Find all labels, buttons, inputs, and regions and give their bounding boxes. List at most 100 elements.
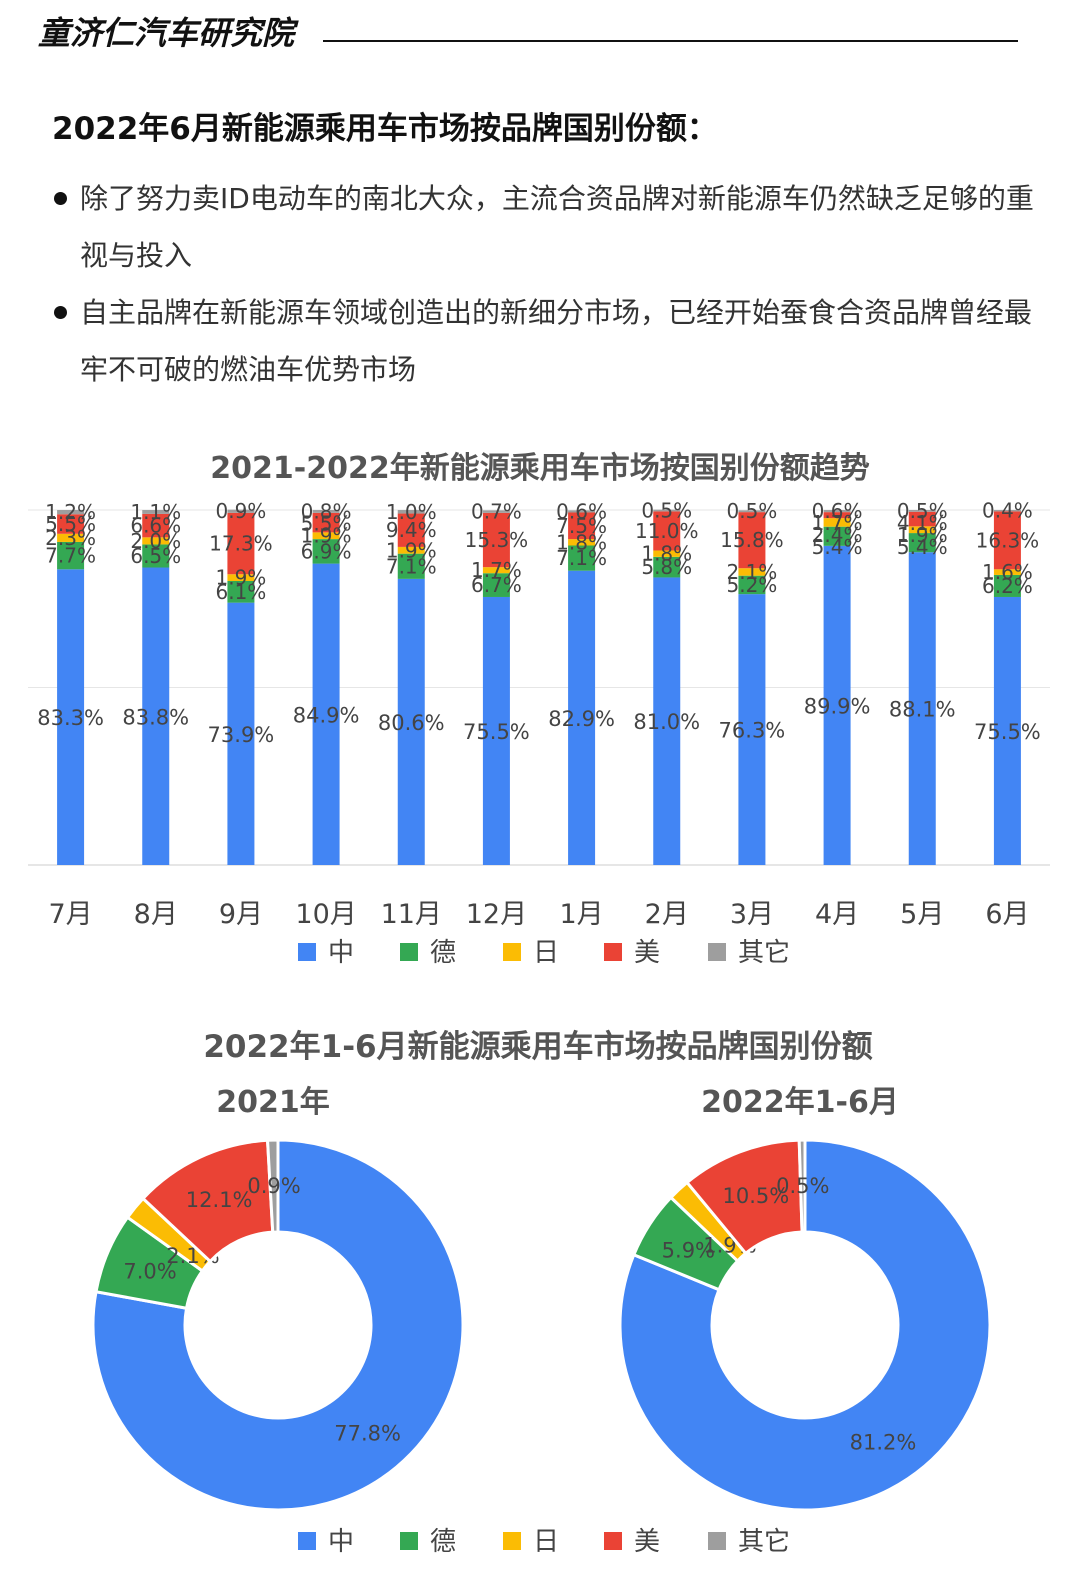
slice-label: 5.9% [662,1238,715,1262]
slice-label: 77.8% [334,1422,401,1446]
data-label: 6.2% [982,574,1033,598]
data-label: 0.5% [727,499,778,523]
bar-segment-日 [142,537,170,545]
data-label: 2.4% [812,523,863,547]
legend-swatch-2 [503,1532,521,1550]
data-label: 84.9% [293,703,360,727]
bar-segment-中 [142,567,170,865]
data-label: 73.9% [208,723,275,747]
data-label: 1.1% [130,500,181,524]
bar-segment-中 [397,578,425,865]
bar-segment-美 [482,512,510,568]
data-label: 0.9% [216,499,267,523]
bar-segment-中 [57,569,85,865]
bar-segment-日 [397,546,425,554]
bar-segment-日 [227,574,255,581]
data-label: 0.5% [641,499,692,523]
bar-segment-其它 [312,510,340,513]
data-label: 5.5% [301,511,352,535]
data-label: 5.2% [727,573,778,597]
donut-slice-中 [618,1138,992,1512]
data-label: 0.5% [897,499,948,523]
x-tick-label: 6月 [985,899,1029,930]
donut-slice-中 [91,1138,465,1512]
legend-label: 德 [430,938,456,968]
data-label: 0.6% [812,499,863,523]
donut-subtitle: 2022年1-6月 [701,1085,899,1120]
data-label: 5.4% [897,535,948,559]
data-label: 9.4% [386,518,437,542]
data-label: 1.7% [812,511,863,535]
bar-segment-中 [312,563,340,865]
slice-label: 7.0% [123,1260,176,1284]
donut-chart-title: 2022年1-6月新能源乘用车市场按品牌国别份额 [203,1029,872,1065]
bar-segment-日 [312,532,340,540]
bar-segment-德 [568,545,596,571]
bar-segment-其它 [142,510,170,514]
data-label: 6.1% [216,580,267,604]
data-label: 1.6% [982,560,1033,584]
bar-segment-德 [738,575,766,595]
slice-label: 12.1% [186,1188,253,1212]
data-label: 1.9% [897,523,948,547]
data-label: 75.5% [974,720,1041,744]
data-label: 1.8% [641,542,692,566]
data-label: 80.6% [378,711,445,735]
data-label: 5.5% [45,512,96,536]
bar-segment-美 [908,511,936,527]
legend-label: 美 [634,1527,660,1557]
x-tick-label: 2月 [645,899,689,930]
x-tick-label: 4月 [815,899,859,930]
legend-swatch-3 [604,943,622,961]
bar-segment-日 [908,526,936,534]
bar-segment-日 [568,539,596,546]
legend-label: 德 [430,1527,456,1557]
data-label: 5.8% [641,555,692,579]
bar-segment-美 [397,513,425,547]
bar-segment-其它 [738,510,766,513]
bullet-text: 自主品牌在新能源车领域创造出的新细分市场，已经开始蚕食合资品牌曾经最牢不可破的燃… [80,296,1033,386]
slice-label: 81.2% [850,1430,917,1454]
slice-label: 10.5% [723,1184,790,1208]
donut-charts: 2022年1-6月新能源乘用车市场按品牌国别份额2021年77.8%7.0%2.… [91,1029,992,1557]
bar-segment-德 [482,573,510,597]
data-label: 1.2% [45,500,96,524]
bar-segment-美 [57,514,85,534]
bullet-text: 除了努力卖ID电动车的南北大众，主流合资品牌对新能源车仍然缺乏足够的重视与投入 [80,182,1034,272]
slice-label: 0.9% [247,1174,300,1198]
bar-segment-其它 [653,509,681,512]
data-label: 1.9% [386,538,437,562]
legend-label: 日 [533,938,559,968]
data-label: 15.8% [720,528,784,552]
legend-label: 日 [533,1527,559,1557]
bar-segment-德 [397,553,425,579]
bar-segment-中 [482,596,510,865]
bar-segment-日 [823,518,851,527]
bar-segment-中 [653,577,681,865]
legend-label: 其它 [738,938,790,968]
bar-segment-美 [568,512,596,540]
bar-segment-其它 [568,510,596,513]
bar-segment-其它 [57,510,85,515]
data-label: 0.6% [556,499,607,523]
bar-segment-日 [993,569,1021,575]
bar-segment-其它 [908,510,936,512]
header-divider [323,40,1018,42]
legend-swatch-3 [604,1532,622,1550]
data-label: 4.1% [897,511,948,535]
data-label: 6.6% [130,514,181,538]
bar-segment-其它 [397,510,425,514]
data-label: 0.8% [301,499,352,523]
bar-segment-德 [823,526,851,546]
report-header: 童济仁汽车研究院 [38,6,1018,52]
data-label: 82.9% [548,707,615,731]
data-label: 2.0% [130,529,181,553]
bullet-list: 除了努力卖ID电动车的南北大众，主流合资品牌对新能源车仍然缺乏足够的重视与投入 … [52,170,1042,398]
bullet-item: 自主品牌在新能源车领域创造出的新细分市场，已经开始蚕食合资品牌曾经最牢不可破的燃… [52,284,1042,398]
institute-name: 童济仁汽车研究院 [38,14,295,52]
legend-swatch-4 [708,1532,726,1550]
data-label: 16.3% [976,528,1040,552]
bar-segment-其它 [993,510,1021,512]
bullet-item: 除了努力卖ID电动车的南北大众，主流合资品牌对新能源车仍然缺乏足够的重视与投入 [52,170,1042,284]
stacked-bar-chart: 2021-2022年新能源乘用车市场按国别份额趋势83.3%7.7%2.3%5.… [28,451,1050,968]
